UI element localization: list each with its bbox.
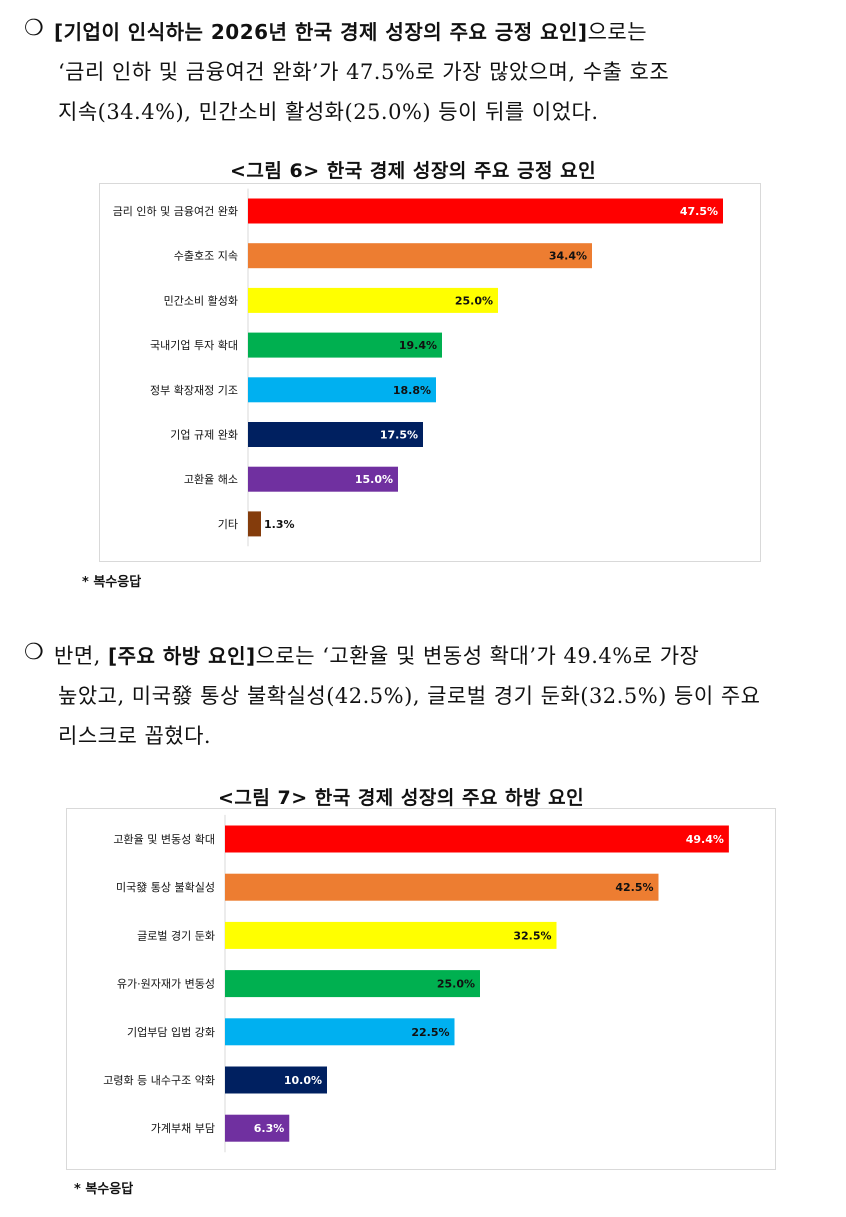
chart-frame: 고환율 및 변동성 확대 49.4% 미국發 통상 불확실성 42.5% 글로벌 경기 …	[66, 808, 776, 1170]
bullet-icon: ❍	[24, 640, 44, 665]
bar-chart-downside-factors: 고환율 및 변동성 확대 49.4% 미국發 통상 불확실성 42.5% 글로벌 경기 …	[103, 814, 729, 1153]
bar	[248, 287, 498, 313]
category-label: 유가·원자재가 변동성	[117, 978, 215, 991]
bar	[248, 422, 423, 447]
category-label: 기타	[218, 518, 238, 531]
paragraph-downside-factors: ❍ 반면, [주요 하방 요인]으로는 ‘고환율 및 변동성 확대’가 49.4…	[24, 638, 824, 748]
bar	[225, 1114, 290, 1142]
category-label: 금리 인하 및 금융여건 완화	[113, 204, 238, 218]
value-label: 49.4%	[686, 833, 724, 846]
value-label: 10.0%	[284, 1074, 322, 1087]
value-label: 6.3%	[254, 1122, 285, 1135]
category-label: 국내기업 투자 확대	[150, 339, 238, 352]
text: 으로는 ‘고환율 및 변동성 확대’가 49.4%로 가장	[255, 644, 700, 668]
bar	[225, 921, 557, 949]
text: 으로는	[587, 20, 648, 44]
value-label: 25.0%	[437, 978, 475, 991]
category-label: 고령화 등 내수구조 약화	[103, 1073, 215, 1087]
value-label: 18.8%	[393, 384, 431, 397]
value-label: 1.3%	[264, 518, 295, 531]
highlight-text: [기업이 인식하는 2026년 한국 경제 성장의 주요 긍정 요인]	[54, 20, 588, 44]
category-label: 정부 확장재정 기조	[150, 384, 238, 397]
bar	[225, 970, 480, 998]
value-label: 15.0%	[355, 473, 393, 486]
highlight-text: [주요 하방 요인]	[108, 644, 256, 668]
bar	[225, 873, 659, 901]
bar	[225, 1066, 327, 1094]
value-label: 32.5%	[513, 929, 551, 942]
bar	[225, 1018, 455, 1046]
bar-chart-positive-factors: 금리 인하 및 금융여건 완화 47.5% 수출호조 지속 34.4% 민간소비 활성화…	[113, 188, 723, 547]
bar	[248, 198, 723, 224]
bar	[248, 332, 442, 358]
category-label: 글로벌 경기 둔화	[137, 929, 215, 942]
paragraph-line: 지속(34.4%), 민간소비 활성화(25.0%) 등이 뒤를 이었다.	[58, 100, 599, 124]
paragraph-positive-factors: ❍ [기업이 인식하는 2026년 한국 경제 성장의 주요 긍정 요인]으로는…	[24, 14, 824, 124]
bar	[248, 511, 261, 537]
chart-title: <그림 7> 한국 경제 성장의 주요 하방 요인	[218, 787, 585, 809]
value-label: 22.5%	[411, 1026, 449, 1039]
paragraph-line: ‘금리 인하 및 금융여건 완화’가 47.5%로 가장 많았으며, 수출 호조	[58, 60, 670, 84]
paragraph-line: 반면, [주요 하방 요인]으로는 ‘고환율 및 변동성 확대’가 49.4%로…	[54, 640, 699, 670]
paragraph-line: 리스크로 꼽혔다.	[58, 724, 212, 748]
footnote: * 복수응답	[82, 575, 142, 590]
category-label: 고환율 및 변동성 확대	[113, 833, 215, 846]
value-label: 47.5%	[680, 205, 718, 218]
value-label: 25.0%	[455, 294, 493, 307]
paragraph-line: [기업이 인식하는 2026년 한국 경제 성장의 주요 긍정 요인]으로는	[54, 16, 647, 46]
bar	[248, 466, 398, 492]
value-label: 19.4%	[399, 339, 437, 352]
chart-frame: 금리 인하 및 금융여건 완화 47.5% 수출호조 지속 34.4% 민간소비 활성화…	[99, 183, 761, 562]
value-label: 17.5%	[380, 429, 418, 442]
category-label: 수출호조 지속	[174, 250, 238, 263]
bar	[225, 825, 729, 853]
bar	[248, 377, 436, 403]
category-label: 가계부채 부담	[151, 1122, 215, 1135]
category-label: 미국發 통상 불확실성	[116, 880, 215, 894]
category-label: 고환율 해소	[184, 472, 238, 486]
bullet-icon: ❍	[24, 16, 44, 41]
category-label: 민간소비 활성화	[164, 293, 238, 307]
bar	[248, 243, 592, 269]
category-label: 기업부담 입법 강화	[127, 1026, 215, 1039]
value-label: 34.4%	[549, 250, 587, 263]
category-label: 기업 규제 완화	[170, 429, 238, 442]
value-label: 42.5%	[615, 881, 653, 894]
footnote: * 복수응답	[74, 1182, 134, 1197]
paragraph-line: 높았고, 미국發 통상 불확실성(42.5%), 글로벌 경기 둔화(32.5%…	[58, 684, 761, 708]
text: 반면,	[54, 644, 108, 668]
chart-title: <그림 6> 한국 경제 성장의 주요 긍정 요인	[230, 160, 597, 182]
